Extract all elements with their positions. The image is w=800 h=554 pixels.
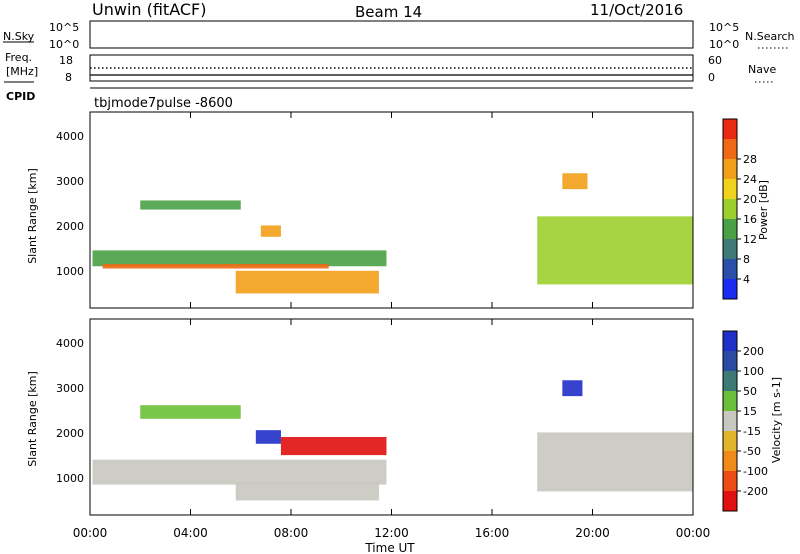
velocity-colorbar: 200 100 50 15 -15 -50 -100 -200	[722, 330, 768, 512]
colorbar-frame	[722, 330, 738, 512]
heatmap-band-2	[140, 200, 241, 210]
velocity-ylabel: Slant Range [km]	[26, 371, 39, 467]
colorbar-swatch	[723, 219, 737, 240]
power-ytick: 3000	[56, 175, 84, 188]
freq-strip: Freq. [MHz] 18 8 60 0 Nave	[4, 51, 776, 84]
heatmap-band-3	[280, 436, 387, 456]
colorbar-tick-label: 24	[743, 173, 757, 186]
colorbar-swatch	[723, 159, 737, 180]
velocity-ytick: 4000	[56, 337, 84, 350]
time-tick-label: 20:00	[575, 526, 610, 540]
colorbar-tick-label: 100	[743, 365, 764, 378]
time-tick-label: 16:00	[475, 526, 510, 540]
nave-tick-bottom: 0	[708, 71, 715, 84]
velocity-heatmap	[92, 380, 693, 501]
colorbar-swatch	[723, 331, 737, 352]
heatmap-band-0	[92, 250, 387, 267]
heatmap-band-5	[537, 216, 693, 285]
nsky-tick-bottom: 10^0	[49, 38, 79, 51]
colorbar-swatch	[723, 411, 737, 432]
nave-label: Nave	[748, 63, 776, 76]
colorbar-swatch	[723, 371, 737, 392]
power-ytick: 1000	[56, 265, 84, 278]
colorbar-swatch	[723, 239, 737, 260]
velocity-colorbar-label: Velocity [m s-1]	[770, 377, 783, 463]
time-tick-label: 04:00	[173, 526, 208, 540]
colorbar-swatch	[723, 351, 737, 372]
nsky-strip-frame	[89, 20, 694, 49]
power-panel: Slant Range [km] 1000 2000 3000 4000 4 8 1…	[26, 111, 770, 309]
time-tick-label: 08:00	[274, 526, 309, 540]
colorbar-tick-label: 4	[743, 273, 750, 286]
freq-tick-bottom: 8	[65, 71, 72, 84]
colorbar-tick-label: -200	[743, 485, 768, 498]
heatmap-band-1	[140, 405, 241, 419]
heatmap-band-4	[235, 270, 379, 294]
freq-tick-top: 18	[59, 54, 73, 67]
freq-unit: [MHz]	[6, 65, 38, 78]
colorbar-swatch	[723, 119, 737, 140]
colorbar-swatch	[723, 279, 737, 300]
colorbar-swatch	[723, 431, 737, 452]
colorbar-tick-label: -100	[743, 465, 768, 478]
colorbar-tick-label: -50	[743, 445, 761, 458]
nsky-tick-top: 10^5	[49, 21, 79, 34]
time-axis-label: Time UT	[364, 541, 415, 554]
power-ytick: 4000	[56, 130, 84, 143]
colorbar-swatch	[723, 179, 737, 200]
colorbar-swatch	[723, 471, 737, 492]
colorbar-swatch	[723, 451, 737, 472]
colorbar-tick-label: 200	[743, 345, 764, 358]
heatmap-band-6	[562, 173, 588, 190]
colorbar-tick-label: 12	[743, 233, 757, 246]
colorbar-tick-label: 20	[743, 193, 757, 206]
time-axis: 00:00 04:00 08:00 12:00 16:00 20:00 00:00	[73, 112, 711, 540]
heatmap-band-0	[92, 459, 387, 485]
nsearch-tick-bottom: 10^0	[709, 38, 739, 51]
nsky-label: N.Sky	[3, 30, 35, 43]
heatmap-band-1	[102, 263, 329, 269]
nave-tick-top: 60	[708, 54, 722, 67]
colorbar-swatch	[723, 491, 737, 512]
colorbar-tick-label: 8	[743, 253, 750, 266]
power-ylabel: Slant Range [km]	[26, 168, 39, 264]
freq-label: Freq.	[5, 51, 32, 64]
velocity-ytick: 2000	[56, 427, 84, 440]
heatmap-band-6	[562, 380, 583, 397]
time-tick-label: 00:00	[73, 526, 108, 540]
heatmap-band-5	[537, 432, 693, 492]
velocity-ytick: 3000	[56, 382, 84, 395]
colorbar-frame	[722, 118, 738, 300]
power-colorbar: 4 8 12 16 20 24 28	[722, 118, 757, 300]
colorbar-tick-label: 15	[743, 405, 757, 418]
nsky-strip: N.Sky 10^5 10^0 10^5 10^0 N.Search	[3, 20, 795, 51]
time-tick-label: 12:00	[374, 526, 409, 540]
power-colorbar-label: Power [dB]	[757, 180, 770, 240]
heatmap-band-4	[235, 482, 379, 501]
velocity-ytick: 1000	[56, 472, 84, 485]
colorbar-tick-label: 28	[743, 153, 757, 166]
power-ytick: 2000	[56, 220, 84, 233]
colorbar-swatch	[723, 199, 737, 220]
colorbar-swatch	[723, 259, 737, 280]
colorbar-tick-label: -15	[743, 425, 761, 438]
colorbar-tick-label: 16	[743, 213, 757, 226]
date-title: 11/Oct/2016	[590, 1, 683, 19]
heatmap-band-2	[255, 430, 281, 444]
colorbar-swatch	[723, 139, 737, 160]
beam-title: Beam 14	[355, 3, 422, 21]
nsearch-tick-top: 10^5	[709, 21, 739, 34]
cpid-label: CPID	[6, 90, 35, 103]
colorbar-swatch	[723, 391, 737, 412]
power-heatmap	[92, 173, 693, 294]
velocity-panel: Slant Range [km] 1000 2000 3000 4000 200…	[26, 318, 783, 516]
station-title: Unwin (fitACF)	[92, 0, 206, 19]
colorbar-tick-label: 50	[743, 385, 757, 398]
cpid-value: tbjmode7pulse -8600	[94, 96, 233, 111]
time-tick-label: 00:00	[676, 526, 711, 540]
heatmap-band-3	[260, 225, 281, 237]
nsearch-label: N.Search	[745, 30, 795, 43]
